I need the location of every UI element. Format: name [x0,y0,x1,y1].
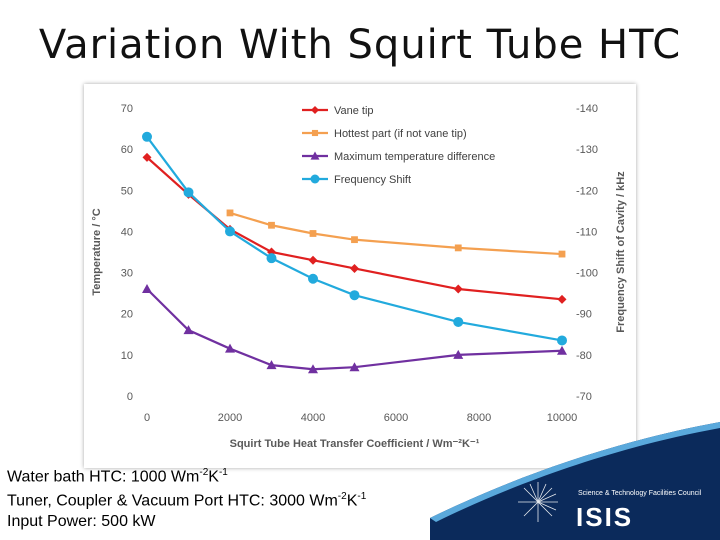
y2-tick-label: -80 [576,350,592,362]
series-2-point [453,349,464,359]
series-0-point [142,152,152,162]
series-1-point [309,230,317,237]
y2-tick-label: -90 [576,309,592,321]
note-tuner-coupler: Tuner, Coupler & Vacuum Port HTC: 3000 W… [7,491,367,510]
series-line-1 [229,211,563,256]
x-tick-label: 2000 [218,412,242,424]
legend-label: Frequency Shift [334,174,411,186]
brand-org-name: Science & Technology Facilities Council [578,490,702,497]
y-tick-label: 60 [121,144,133,156]
legend-label: Vane tip [334,105,374,117]
y2-tick-label: -120 [576,185,598,197]
y-tick-label: 40 [121,226,133,238]
legend-marker [310,105,320,115]
series-line-3 [146,136,563,342]
x-axis-title: Squirt Tube Heat Transfer Coefficient / … [230,438,480,450]
chart-svg: 0 10 20 30 40 50 60 70 -70 -80 -90 -100 -110 -120 -130… [91,103,627,450]
series-1-point [351,236,358,244]
x-tick-label: 8000 [467,412,491,424]
legend-marker [310,174,320,184]
notes: Water bath HTC: 1000 Wm-2K-1 Tuner, Coup… [7,463,366,532]
series-2-point [308,364,318,374]
y-tick-label: 50 [121,185,133,197]
series-2-point [266,360,277,370]
y2-tick-label: -130 [576,144,598,156]
starburst-icon [518,482,558,522]
y-tick-label: 70 [121,103,133,115]
y-tick-label: 10 [121,350,133,362]
series-3-point [349,290,360,301]
series-line-2 [146,288,563,371]
series-1-point [454,244,462,252]
series-2-point [557,345,567,355]
series-3-point [142,131,152,142]
legend-label: Hottest part (if not vane tip) [334,128,467,140]
y-tick-label: 0 [127,391,133,403]
series-3-point [183,187,194,198]
y2-tick-label: -70 [576,391,592,403]
y-axis-title: Temperature / °C [91,208,103,295]
series-3-point [453,316,464,327]
y-tick-label: 30 [121,268,133,280]
series-3-point [308,273,318,284]
note-input-power: Input Power: 500 kW [7,512,156,530]
series-2-point [183,325,194,335]
series-2-point [142,284,152,294]
x-tick-label: 10000 [547,412,578,424]
chart-panel: 0 10 20 30 40 50 60 70 -70 -80 -90 -100 -110 -120 -130… [84,84,636,468]
y2-tick-label: -140 [576,103,598,115]
series-0-point [453,284,463,294]
series-3-point [557,335,567,346]
series-2-point [349,362,360,372]
series-0-point [557,294,567,304]
series-3-point [266,253,277,264]
brand-product-name: ISIS [576,502,634,532]
x-tick-label: 4000 [301,412,325,424]
series-1-point [226,209,234,217]
isis-branding: Science & Technology Facilities Council … [430,422,720,540]
y2-axis-title: Frequency Shift of Cavity / kHz [615,171,627,333]
legend-marker [310,151,320,160]
brand-background [430,422,720,540]
x-tick-label: 6000 [384,412,408,424]
slide-title: Variation With Squirt Tube HTC [38,22,682,68]
series-2-point [225,343,235,353]
y-tick-label: 20 [121,309,133,321]
series-1-point [558,250,566,258]
note-water-bath: Water bath HTC: 1000 Wm-2K-1 [7,467,228,486]
y2-tick-label: -110 [576,226,597,238]
series-0-point [308,255,318,265]
series-1-point [268,221,275,229]
x-tick-label: 0 [144,412,150,424]
y2-tick-label: -100 [576,268,598,280]
series-0-point [350,263,359,273]
legend-marker [311,129,319,137]
legend-label: Maximum temperature difference [334,151,495,163]
series-3-point [225,226,235,237]
